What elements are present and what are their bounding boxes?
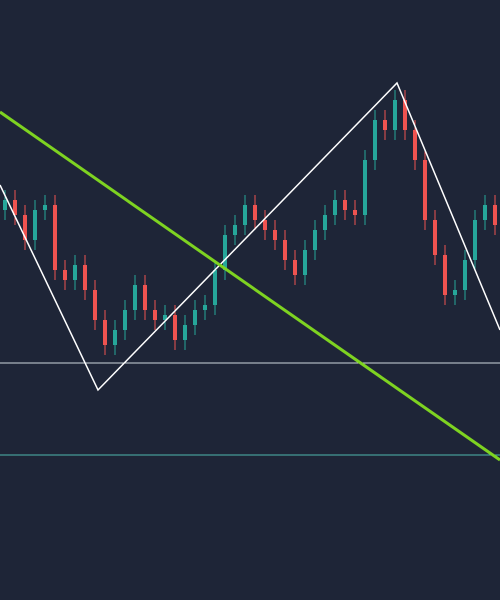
candle-body (473, 220, 477, 260)
candle-body (73, 265, 77, 280)
candle-body (493, 205, 497, 225)
candle-body (423, 160, 427, 220)
candle-body (333, 200, 337, 215)
candle-body (343, 200, 347, 210)
candle-body (263, 220, 267, 230)
candle-body (113, 330, 117, 345)
candle-body (253, 205, 257, 220)
candle-body (203, 305, 207, 310)
candle-body (313, 230, 317, 250)
candle-body (3, 200, 7, 210)
candle-body (393, 100, 397, 130)
candle-body (13, 200, 17, 215)
candle-body (143, 285, 147, 310)
candle-body (93, 290, 97, 320)
candle-body (33, 210, 37, 240)
candle-body (303, 250, 307, 275)
candle-body (483, 205, 487, 220)
candle-body (223, 235, 227, 270)
trend-line (0, 110, 500, 462)
candle-body (463, 260, 467, 290)
candle-body (283, 240, 287, 260)
candle-body (133, 285, 137, 310)
candle-body (213, 270, 217, 305)
candle-body (363, 160, 367, 215)
candle-body (353, 210, 357, 215)
candle-body (103, 320, 107, 345)
candle-body (413, 130, 417, 160)
candle-body (83, 265, 87, 290)
candle-body (273, 230, 277, 240)
trend-line (0, 81, 500, 392)
candle-body (433, 220, 437, 255)
candle-body (43, 205, 47, 210)
candle-body (373, 120, 377, 160)
candle-body (403, 100, 407, 130)
candle-body (163, 315, 167, 320)
candle-body (233, 225, 237, 235)
candle-body (173, 315, 177, 340)
candle-body (63, 270, 67, 280)
candle-body (193, 310, 197, 325)
candle-body (453, 290, 457, 295)
candle-body (23, 215, 27, 240)
candle-body (323, 215, 327, 230)
candle-body (53, 205, 57, 270)
candle-body (293, 260, 297, 275)
candle-body (123, 310, 127, 330)
candle-body (443, 255, 447, 295)
candle-body (183, 325, 187, 340)
candle-body (243, 205, 247, 225)
candle-body (153, 310, 157, 320)
candle-body (383, 120, 387, 130)
